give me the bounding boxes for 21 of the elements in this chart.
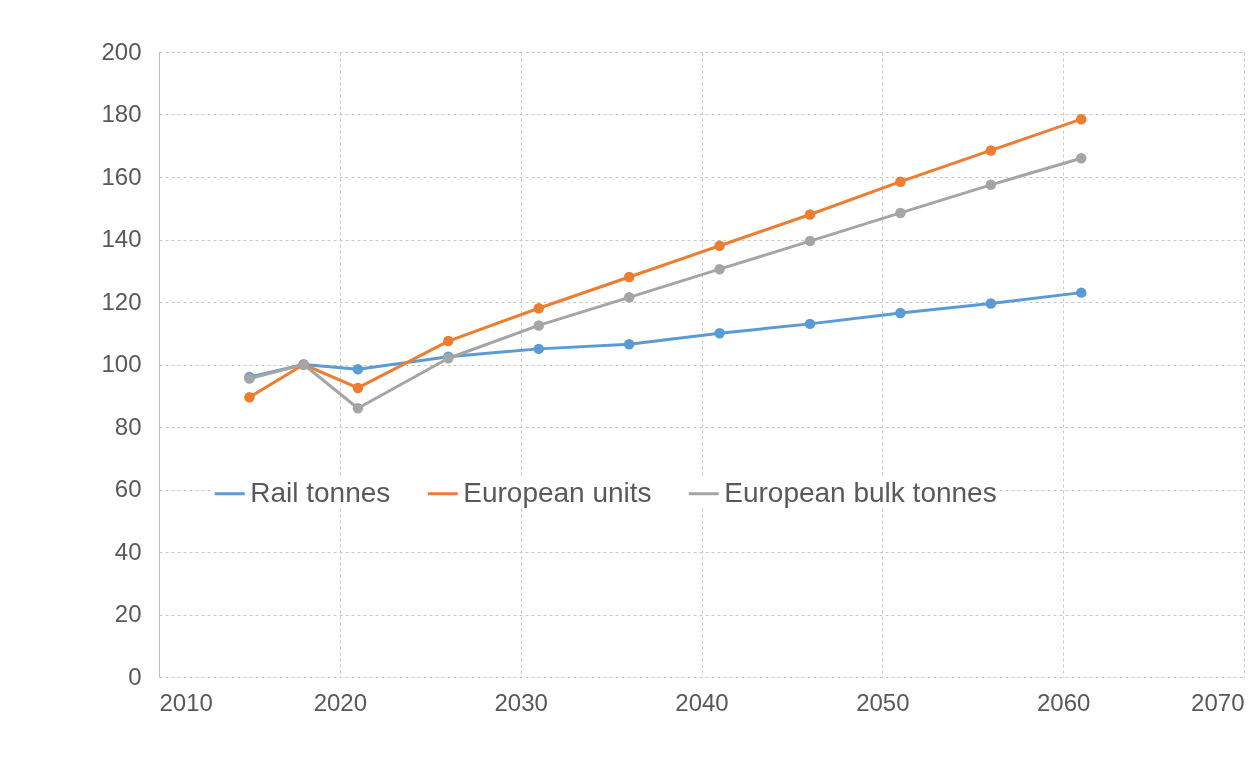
y-tick-label: 20 (114, 600, 142, 627)
y-tick-label: 160 (101, 162, 142, 190)
x-tick-label: 2010 (159, 688, 213, 716)
x-tick-label: 2030 (494, 688, 548, 716)
legend-label: Rail tonnes (250, 476, 391, 508)
y-tick-label: 200 (101, 37, 142, 65)
x-tick-label: 2070 (1191, 688, 1245, 716)
y-tick-label: 180 (101, 100, 142, 127)
y-tick-label: 120 (101, 287, 142, 315)
y-tick-label: 100 (101, 350, 142, 377)
x-tick-label: 2020 (313, 688, 368, 716)
legend-label: European units (463, 476, 652, 508)
y-tick-label: 60 (114, 475, 142, 502)
y-tick-label: 140 (101, 225, 142, 252)
y-tick-label: 0 (128, 662, 142, 690)
x-tick-label: 2040 (675, 688, 729, 716)
x-tick-label: 2060 (1036, 688, 1091, 716)
y-tick-label: 40 (114, 537, 142, 565)
x-tick-label: 2050 (856, 688, 910, 716)
legend-label: European bulk tonnes (724, 476, 997, 508)
y-tick-label: 80 (114, 412, 142, 440)
